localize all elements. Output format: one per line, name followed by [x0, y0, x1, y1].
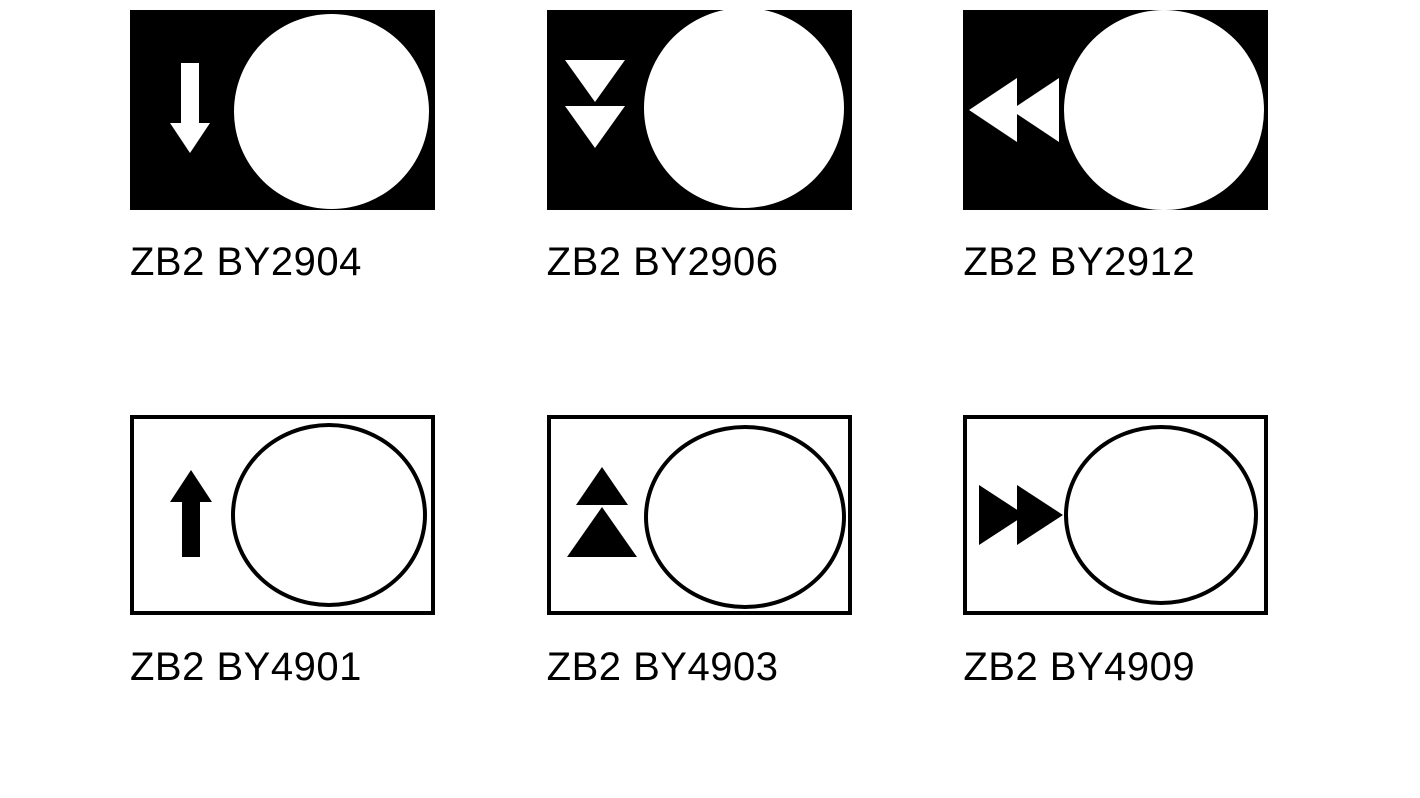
double-triangle-down-icon	[565, 60, 625, 148]
legend-label: ZB2 BY2912	[963, 240, 1195, 285]
legend-cell-by4903: ZB2 BY4903	[547, 415, 874, 690]
legend-cell-by2904: ZB2 BY2904	[130, 10, 457, 285]
legend-label: ZB2 BY4903	[547, 645, 779, 690]
double-triangle-left-icon	[969, 78, 1059, 142]
legend-grid: ZB2 BY2904 ZB2 BY2906 ZB2 BY29	[130, 10, 1290, 690]
button-hole-circle	[644, 8, 844, 208]
arrow-up-icon	[170, 467, 212, 559]
legend-plate-by2904	[130, 10, 435, 210]
button-hole-circle	[644, 425, 846, 609]
legend-plate-by2906	[547, 10, 852, 210]
button-hole-circle	[1064, 425, 1258, 605]
button-hole-circle	[1064, 10, 1264, 210]
legend-plate-by4903	[547, 415, 852, 615]
arrow-down-icon	[170, 60, 210, 155]
double-triangle-right-icon	[979, 485, 1063, 545]
double-triangle-up-icon	[567, 467, 637, 557]
legend-catalog-page: ZB2 BY2904 ZB2 BY2906 ZB2 BY29	[0, 0, 1420, 798]
legend-label: ZB2 BY2906	[547, 240, 779, 285]
button-hole-circle	[231, 423, 427, 607]
legend-plate-by2912	[963, 10, 1268, 210]
button-hole-circle	[234, 14, 429, 209]
legend-label: ZB2 BY4901	[130, 645, 362, 690]
legend-label: ZB2 BY2904	[130, 240, 362, 285]
legend-cell-by2906: ZB2 BY2906	[547, 10, 874, 285]
legend-label: ZB2 BY4909	[963, 645, 1195, 690]
legend-cell-by4901: ZB2 BY4901	[130, 415, 457, 690]
legend-plate-by4909	[963, 415, 1268, 615]
legend-plate-by4901	[130, 415, 435, 615]
legend-cell-by4909: ZB2 BY4909	[963, 415, 1290, 690]
legend-cell-by2912: ZB2 BY2912	[963, 10, 1290, 285]
